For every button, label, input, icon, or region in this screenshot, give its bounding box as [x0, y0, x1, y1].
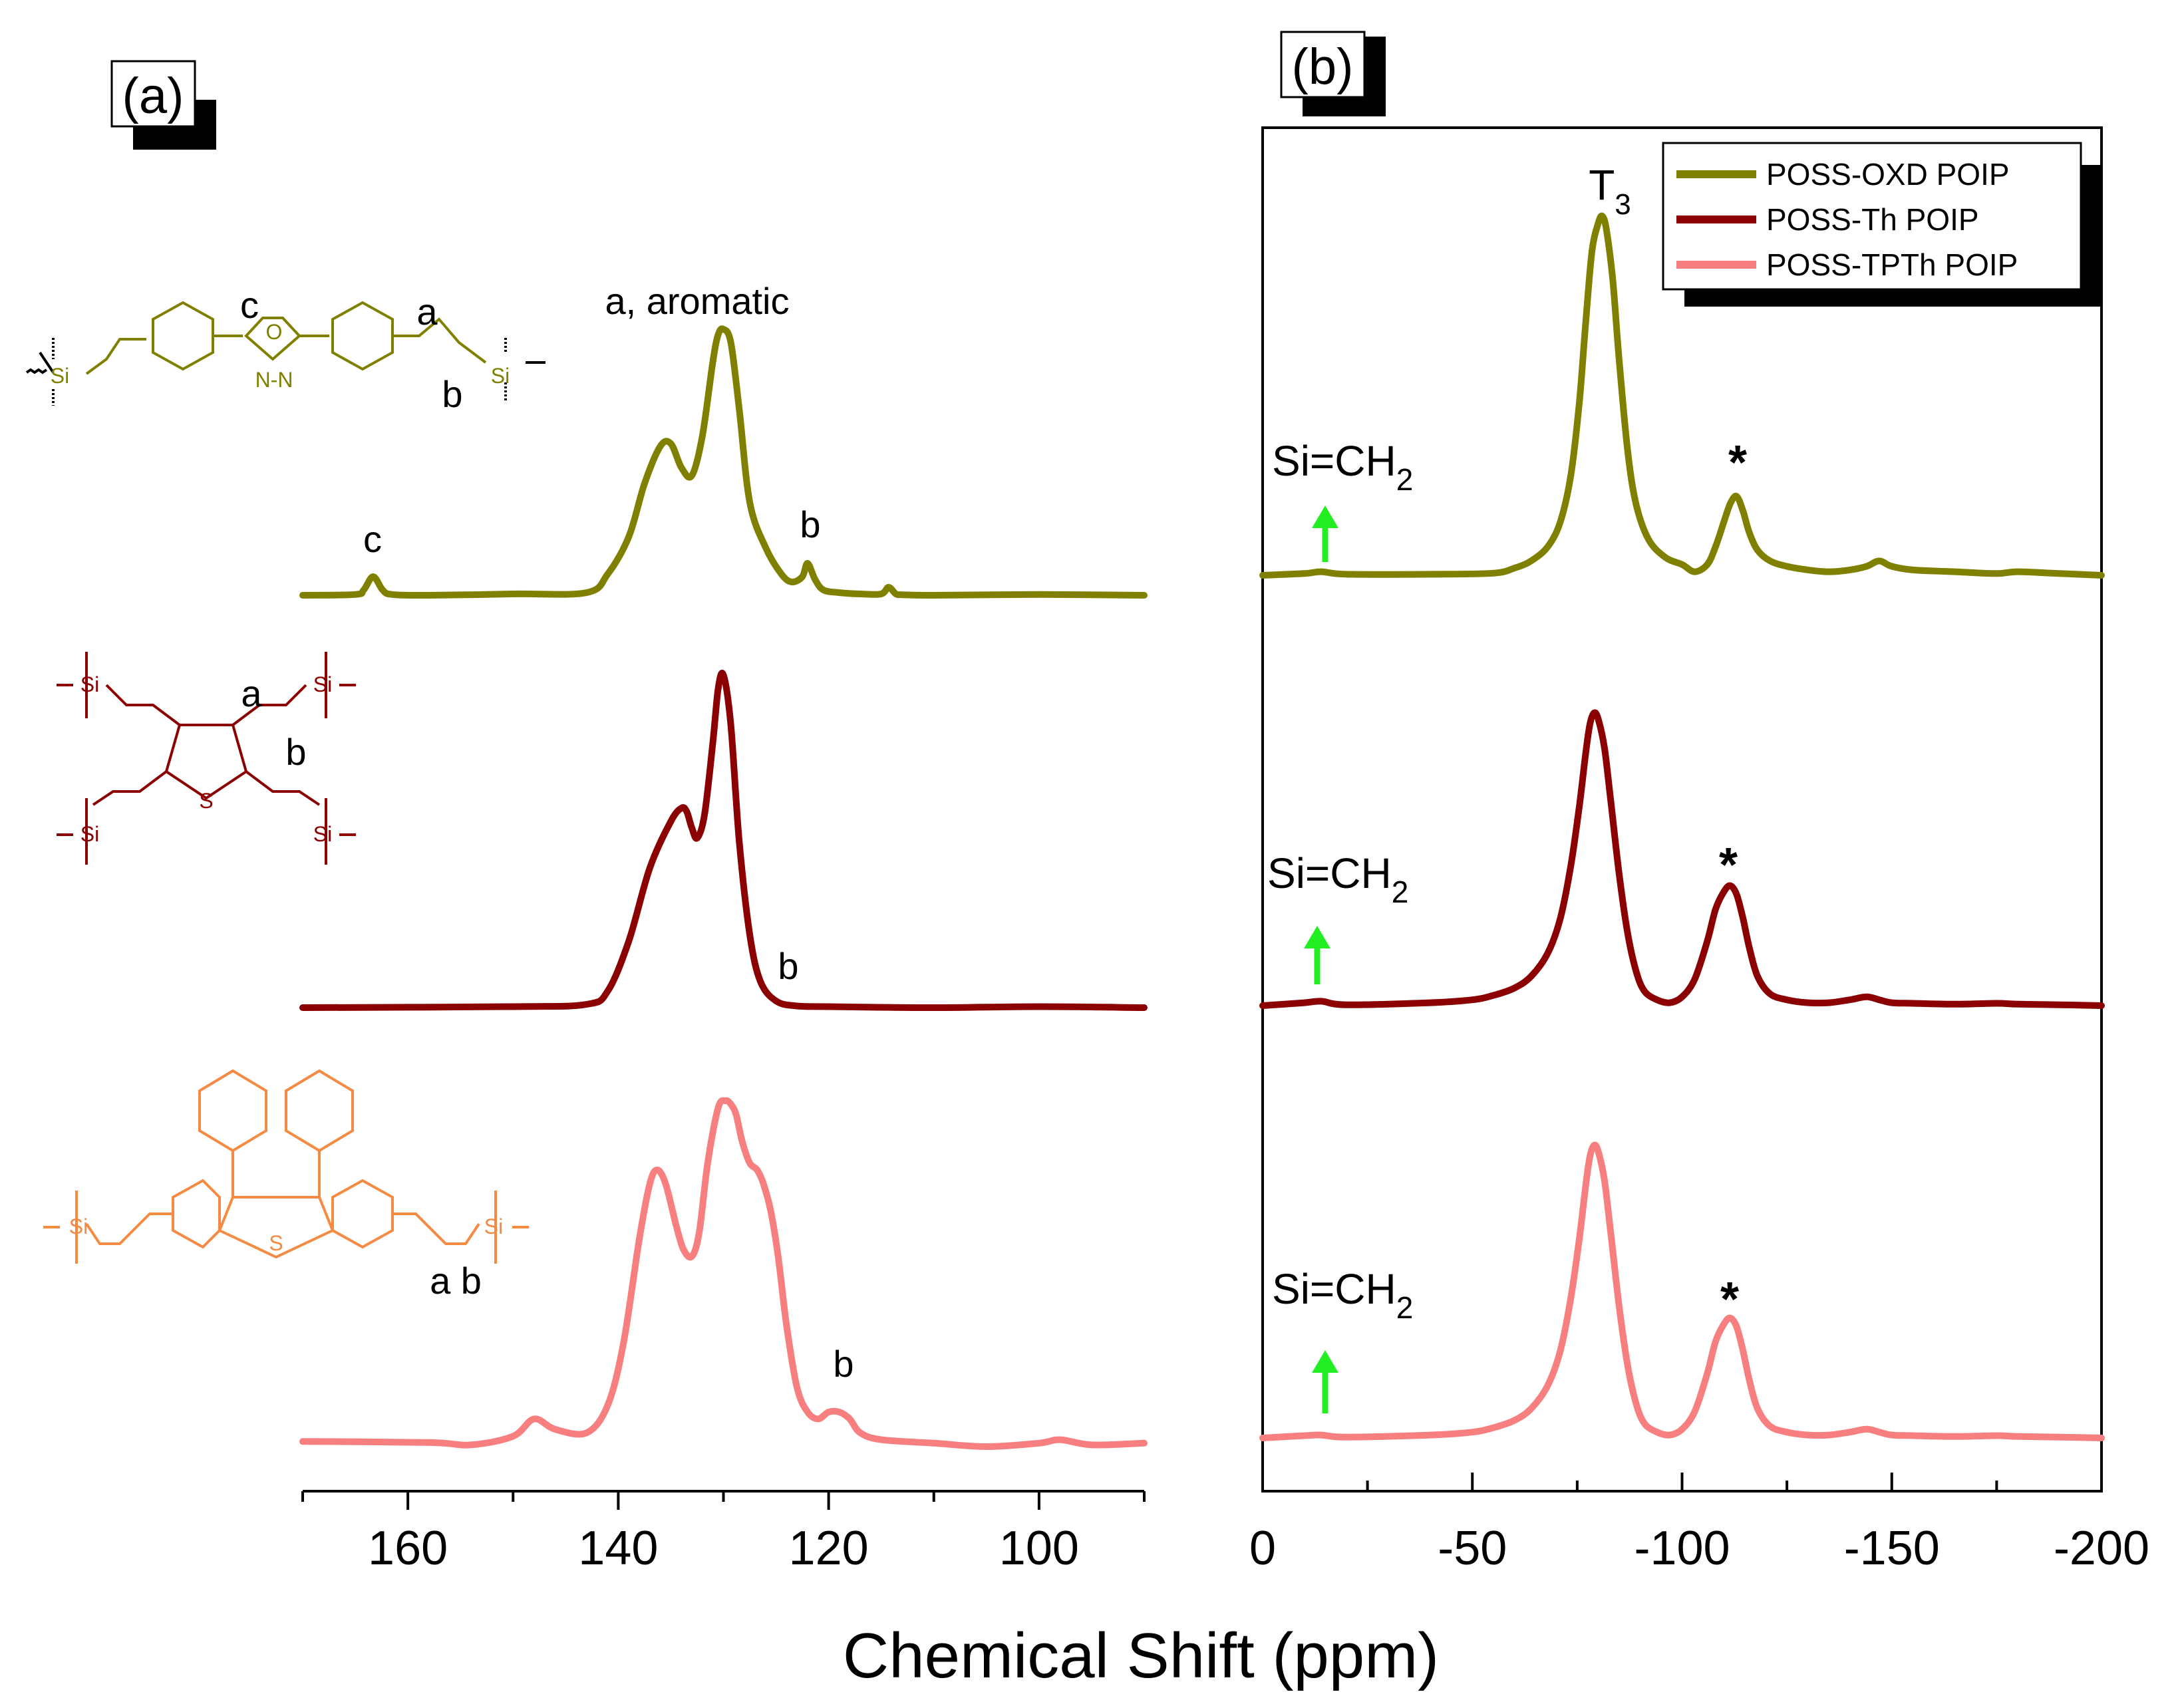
sich2-th-sub: 2	[1392, 875, 1409, 909]
oxd-si-left: Si	[51, 364, 69, 388]
oxd-struct-c: c	[240, 284, 259, 326]
oxd-si-right: Si	[491, 364, 510, 388]
oxd-peak-c-label: c	[363, 518, 382, 560]
legend: POSS-OXD POIP POSS-Th POIP POSS-TPTh POIP	[1662, 142, 2102, 307]
sich2-th-main: Si=CH	[1267, 849, 1392, 897]
oxd-peak-main-label: a, aromatic	[605, 280, 790, 322]
tpth-s: S	[269, 1231, 283, 1255]
t3-label: T3	[1589, 161, 1631, 221]
panel-b-tick-label: -50	[1438, 1522, 1507, 1575]
legend-label: POSS-TPTh POIP	[1766, 247, 2018, 282]
sich2-th-text: Si=CH2	[1267, 849, 1408, 909]
panel-b-tick-label: 0	[1249, 1522, 1276, 1575]
arrow-head-0	[1312, 505, 1338, 528]
sich2-tpth-sub: 2	[1396, 1290, 1414, 1325]
panel-a-trace-poss-th-poip	[299, 669, 1148, 1011]
sich2-label-tpth: Si=CH2	[1272, 1265, 1413, 1325]
arrow-head-2	[1312, 1350, 1338, 1373]
sich2-tpth-text: Si=CH2	[1272, 1265, 1413, 1325]
th-si-bl: Si	[80, 822, 99, 846]
tpth-si-left: Si	[69, 1214, 88, 1238]
tpth-struct-ab: a b	[430, 1260, 482, 1302]
oxd-struct-a: a	[416, 291, 438, 333]
th-si-br: Si	[313, 822, 332, 846]
panel-a-tick-label: 100	[999, 1522, 1079, 1575]
sich2-label-th: Si=CH2	[1267, 849, 1408, 909]
x-axis-label: Chemical Shift (ppm)	[843, 1620, 1439, 1691]
panel-b-trace-poss-oxd-poip	[1259, 212, 2105, 579]
th-si-tr: Si	[313, 672, 332, 696]
sich2-label-oxd: Si=CH2	[1272, 437, 1413, 497]
panel-a-x-axis: 160 140 120 100	[301, 1490, 1146, 1575]
sich2-tpth-main: Si=CH	[1272, 1265, 1396, 1313]
asterisk-oxd: *	[1728, 436, 1747, 490]
panel-b-tick-label: -200	[2054, 1522, 2149, 1575]
tpth-peak-b-label: b	[833, 1343, 854, 1385]
structure-th	[57, 652, 356, 865]
structure-tpth	[43, 1069, 529, 1264]
structure-oxd	[25, 301, 546, 406]
panel-b-ticks: 0 -50 -100 -150 -200	[1249, 1473, 2149, 1575]
panel-b-trace-poss-th-poip	[1259, 709, 2105, 1009]
tpth-si-right: Si	[484, 1214, 503, 1238]
panel-a-text: (a)	[122, 68, 184, 124]
sich2-oxd-text: Si=CH2	[1272, 437, 1413, 497]
panel-a-ticks: 160 140 120 100	[301, 1491, 1146, 1575]
th-struct-b: b	[285, 731, 306, 773]
panel-a-traces	[299, 325, 1148, 1450]
panel-b-tick-label: -100	[1634, 1522, 1730, 1575]
sich2-oxd-sub: 2	[1396, 462, 1414, 497]
panel-b-tick-label: -150	[1844, 1522, 1940, 1575]
t3-sub: 3	[1615, 188, 1631, 221]
th-s: S	[199, 789, 213, 813]
th-peak-b-label: b	[778, 945, 798, 987]
sich2-arrows	[1304, 505, 1338, 1413]
panel-b-frame: 0 -50 -100 -150 -200	[1249, 126, 2149, 1575]
oxd-o: O	[266, 320, 283, 344]
legend-label: POSS-OXD POIP	[1766, 157, 2010, 192]
th-struct-a: a	[241, 672, 262, 714]
panel-b-trace-poss-tpth-poip	[1259, 1141, 2105, 1441]
legend-label: POSS-Th POIP	[1766, 202, 1979, 237]
panel-a-tick-label: 140	[578, 1522, 658, 1575]
panel-b-traces	[1259, 212, 2105, 1441]
panel-label-a: (a)	[110, 60, 216, 150]
asterisk-tpth: *	[1720, 1273, 1739, 1326]
panel-a-trace-poss-oxd-poip	[299, 325, 1148, 599]
panel-a-trace-poss-tpth-poip	[299, 1097, 1148, 1450]
oxd-struct-b: b	[442, 373, 462, 415]
oxd-peak-b-label: b	[800, 503, 820, 545]
sich2-oxd-main: Si=CH	[1272, 437, 1396, 485]
th-si-tl: Si	[80, 672, 99, 696]
panel-b-text: (b)	[1292, 39, 1354, 95]
panel-a-tick-label: 120	[789, 1522, 869, 1575]
t3-main: T	[1589, 161, 1615, 209]
arrow-head-1	[1304, 926, 1330, 948]
panel-label-b: (b)	[1280, 31, 1386, 116]
panel-a-tick-label: 160	[368, 1522, 448, 1575]
oxd-nn: N-N	[255, 368, 293, 392]
legend-items: POSS-OXD POIP POSS-Th POIP POSS-TPTh POIP	[1676, 157, 2018, 282]
asterisk-th: *	[1719, 839, 1738, 892]
